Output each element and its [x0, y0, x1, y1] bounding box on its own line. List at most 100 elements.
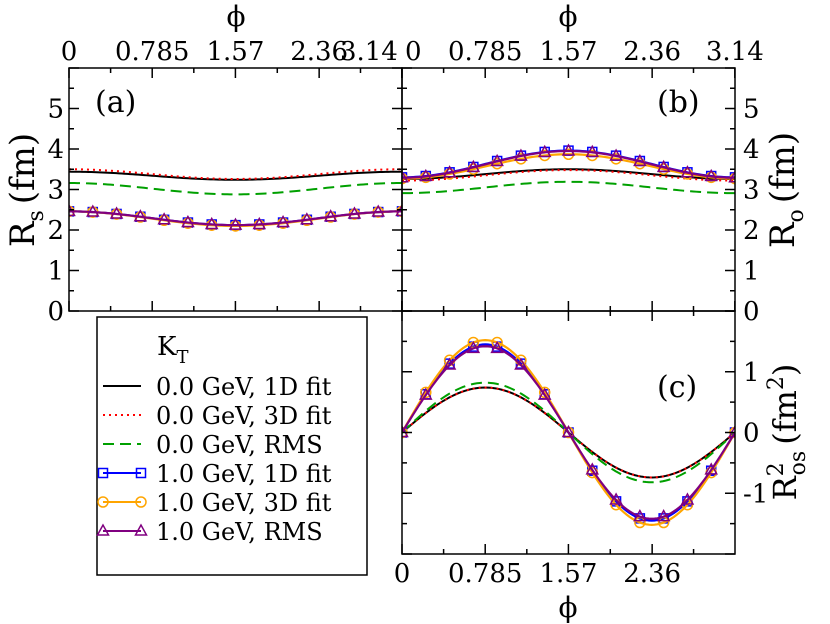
series-line-2: [402, 169, 735, 182]
data-point: [466, 340, 481, 354]
series-line-6: [69, 210, 402, 227]
legend-entry: 1.0 GeV, 1D fit: [97, 460, 332, 488]
x-tick-label: 1.57: [539, 37, 597, 67]
y-axis-title-sup: 2: [764, 462, 789, 476]
y-tick-label: 1: [743, 257, 760, 287]
legend-label: 1.0 GeV, 3D fit: [156, 489, 332, 517]
data-point: [466, 159, 481, 173]
panel-b: 0 0.785 1.57 2.36 3.14 0 1 2 3 4 5 (b) ϕ Ro (fm): [401, 0, 809, 327]
data-point: [656, 509, 671, 522]
data-point: [252, 216, 267, 230]
plot-area: [402, 143, 735, 195]
y-tick-label: 4: [743, 135, 760, 165]
legend-entry: 0.0 GeV, RMS: [103, 431, 323, 459]
x-tick-label: 3.14: [706, 37, 764, 67]
data-point: [420, 386, 432, 399]
data-point: [181, 214, 195, 228]
legend-title-main: K: [157, 332, 177, 362]
y-tick-label: 3: [743, 176, 760, 206]
series-line-1: [69, 170, 402, 181]
y-tick-label: 1: [743, 358, 760, 388]
series-line-5: [402, 153, 735, 180]
data-point: [300, 212, 314, 225]
legend-label: 0.0 GeV, 3D fit: [156, 402, 332, 430]
data-point: [704, 462, 718, 475]
data-point: [633, 153, 647, 167]
legend-label: 0.0 GeV, RMS: [156, 431, 323, 459]
series-line-3: [402, 180, 735, 195]
x-tick-label: 0.785: [115, 37, 189, 67]
data-point: [561, 424, 576, 438]
y-axis-title-unit-close: ): [766, 364, 804, 376]
series-line-3: [402, 381, 735, 484]
legend-marker: [135, 467, 147, 479]
data-point: [442, 357, 457, 370]
x-tick-label: 1.57: [539, 559, 597, 589]
data-point: [419, 168, 433, 182]
data-point: [514, 357, 528, 370]
data-point: [157, 212, 171, 225]
y-tick-label: 5: [47, 95, 64, 125]
y-tick-label: 0: [743, 297, 760, 327]
legend-label: 1.0 GeV, RMS: [156, 518, 323, 546]
y-tick-label: 2: [47, 216, 64, 246]
data-point: [609, 492, 623, 505]
data-point: [537, 387, 552, 400]
data-point: [490, 340, 504, 354]
data-point: [609, 148, 623, 161]
x-axis-title: ϕ: [226, 0, 245, 33]
data-point: [86, 204, 100, 217]
data-point: [704, 168, 718, 182]
x-axis-title: ϕ: [558, 0, 577, 33]
x-tick-label: 0.785: [448, 559, 522, 589]
data-point: [728, 170, 735, 183]
legend-label: 0.0 GeV, 1D fit: [156, 373, 332, 401]
data-point: [204, 216, 219, 230]
legend-title-sub: T: [176, 347, 188, 368]
axis-ticks: [401, 310, 735, 555]
legend-marker: [135, 496, 147, 508]
data-point: [133, 209, 148, 222]
x-tick-label: 0: [61, 37, 78, 67]
y-tick-label: 2: [743, 216, 760, 246]
legend-marker: [134, 523, 148, 536]
legend-entry: 1.0 GeV, 3D fit: [97, 489, 332, 517]
data-point: [561, 143, 576, 156]
legend-marker: [97, 496, 109, 508]
data-point: [228, 217, 243, 230]
y-tick-label: 0: [47, 297, 64, 327]
panel-label: (c): [657, 370, 697, 405]
data-point: [323, 209, 338, 222]
data-point: [585, 462, 600, 475]
y-axis-title-sub: s: [24, 210, 49, 221]
legend-marker: [96, 523, 110, 536]
data-point: [537, 144, 552, 158]
legend-entry: 1.0 GeV, RMS: [96, 518, 323, 546]
data-point: [656, 159, 671, 173]
legend-box: [96, 316, 368, 576]
series-line-6: [402, 149, 735, 179]
series-line-1: [402, 168, 735, 180]
data-point: [109, 206, 124, 219]
y-axis-title-unit: (fm: [766, 390, 804, 445]
data-point: [633, 509, 647, 522]
panel-label: (b): [657, 85, 700, 120]
x-tick-label: 0: [394, 559, 411, 589]
data-point: [419, 387, 433, 400]
legend-marker: [97, 467, 109, 479]
x-axis-title: ϕ: [558, 591, 577, 624]
y-axis-title-main: R: [763, 221, 803, 248]
y-axis-title: Rs (fm): [3, 133, 49, 247]
data-point: [371, 204, 385, 217]
series-line-2: [69, 168, 402, 180]
y-tick-label: 1: [47, 257, 64, 287]
data-point: [728, 424, 735, 438]
y-tick-label: 5: [743, 95, 760, 125]
panel-a: 0 0.785 1.57 2.363.14 0 1 2 3 4 5 (a) ϕ Rs (fm): [3, 0, 403, 327]
x-tick-label: 1.57: [206, 37, 264, 67]
y-axis-title-sub: o: [784, 209, 809, 222]
